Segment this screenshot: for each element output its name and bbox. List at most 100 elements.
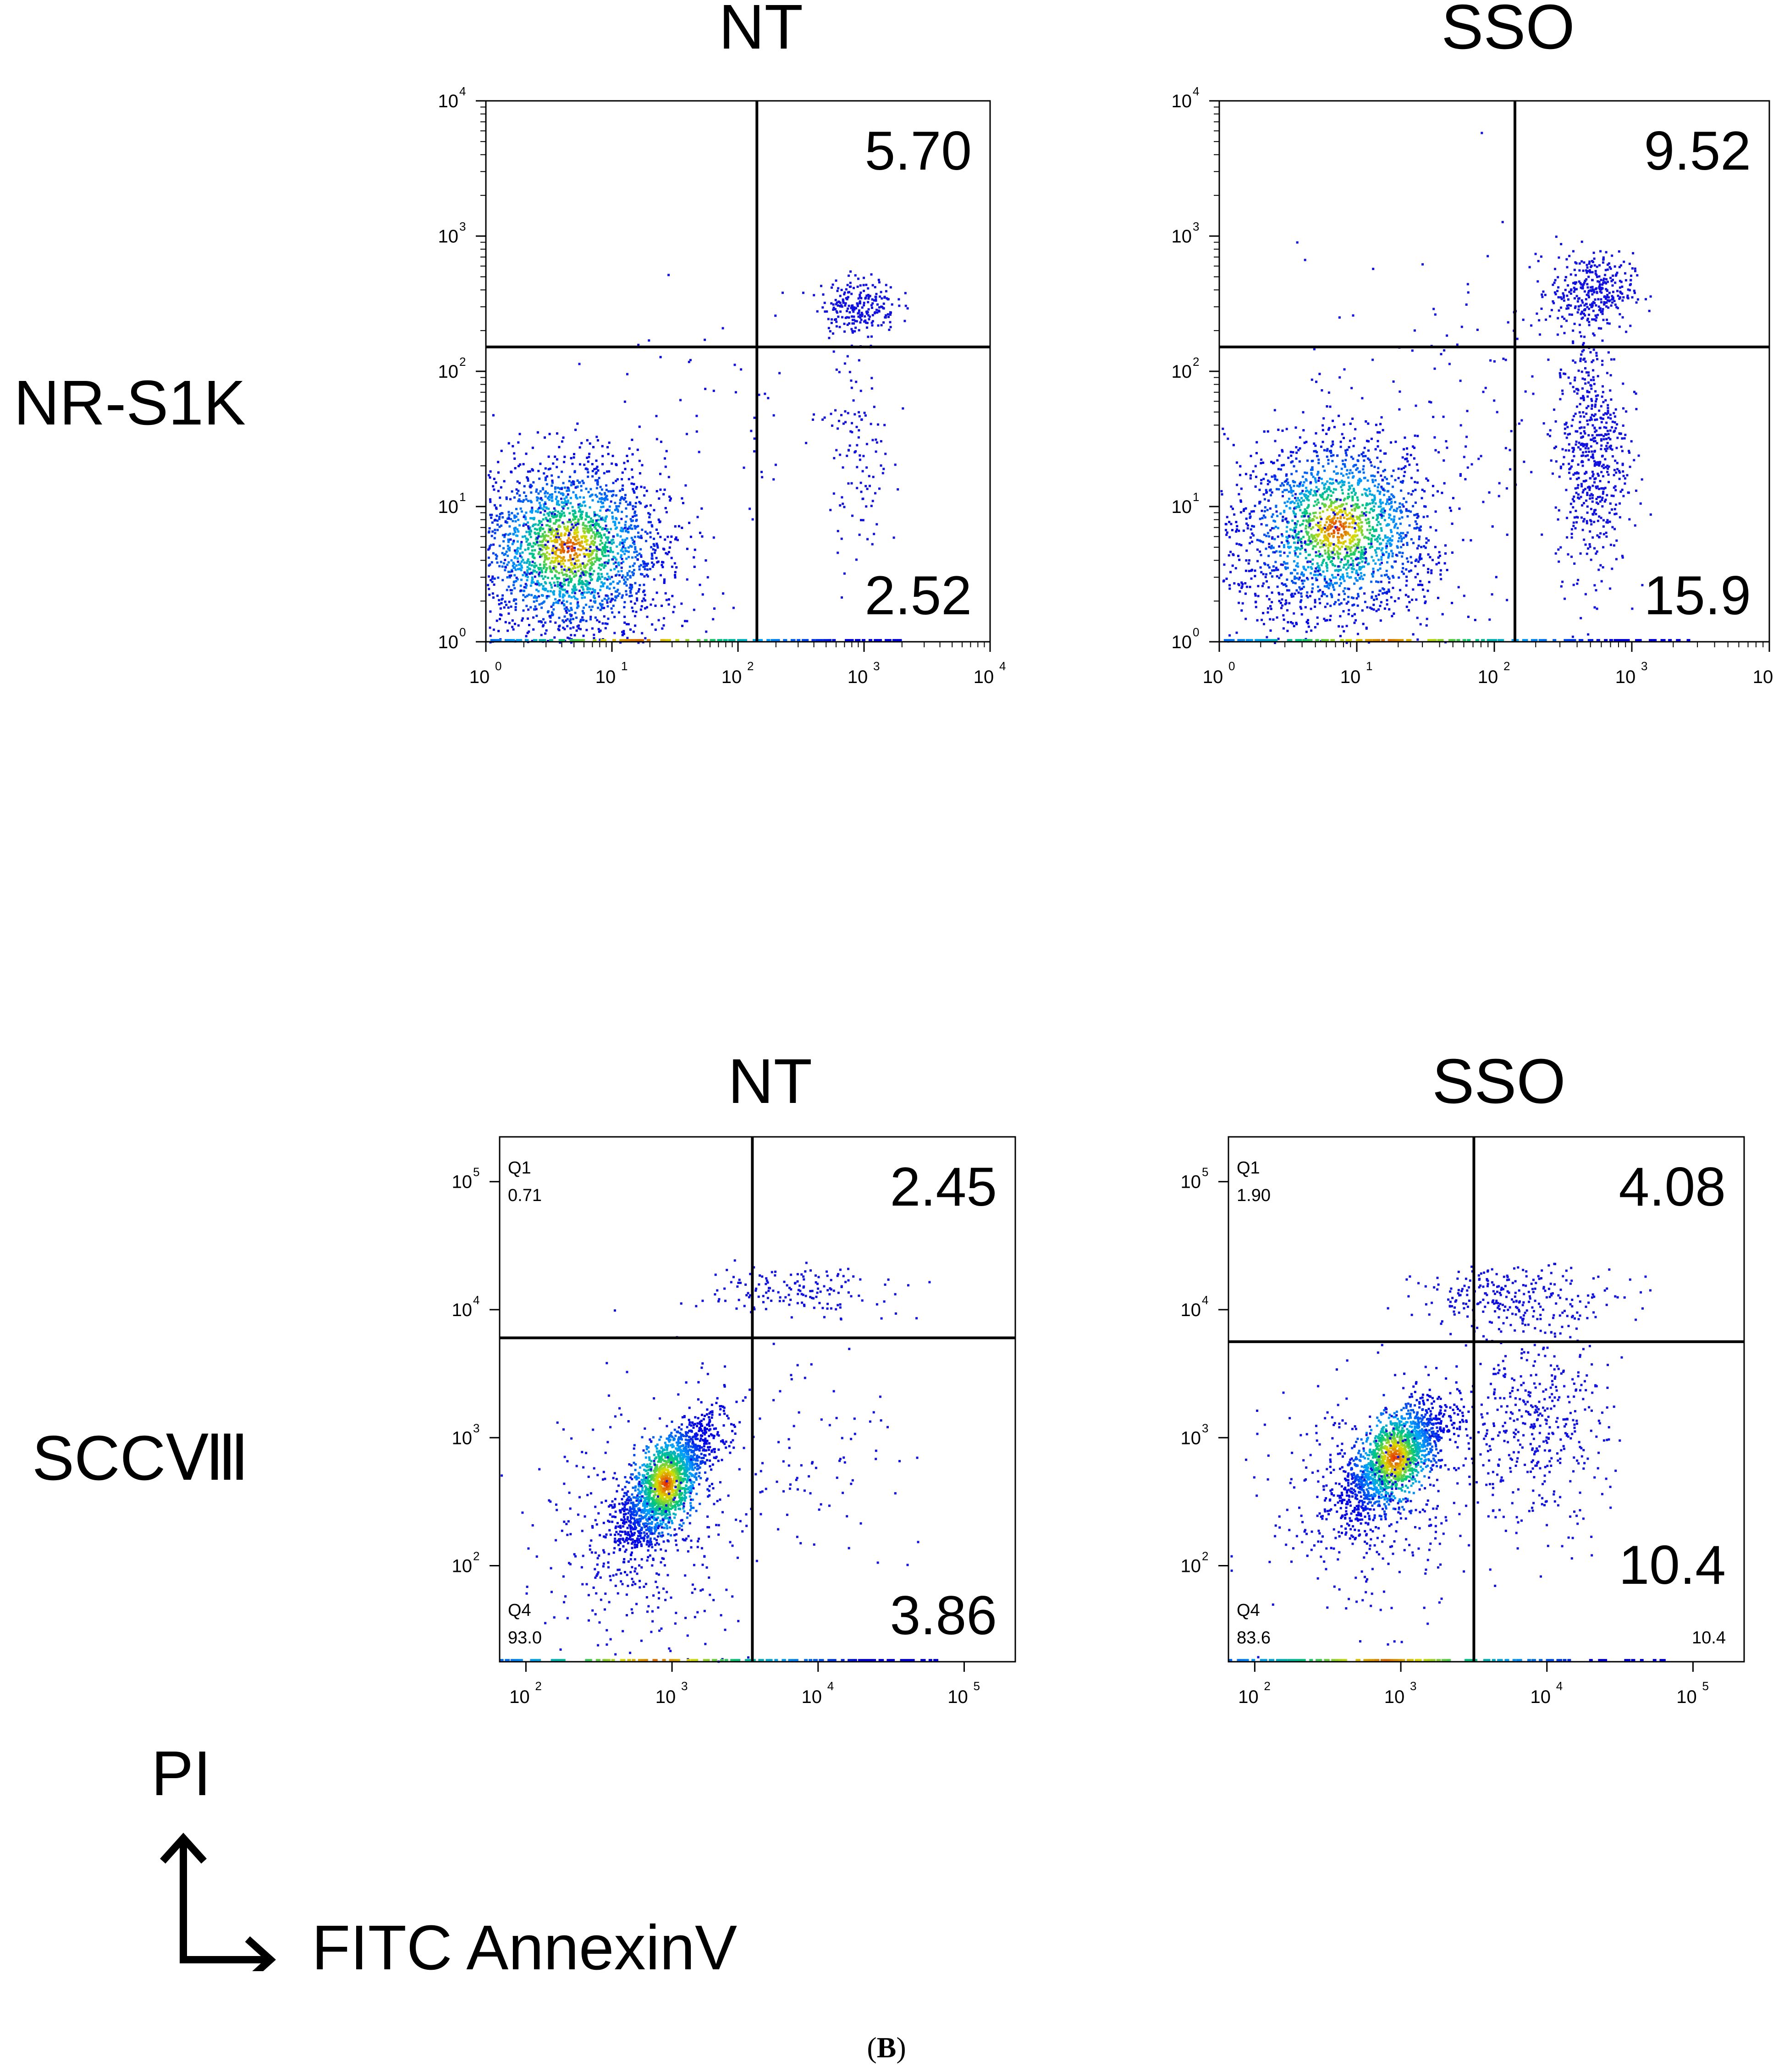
event-point — [554, 559, 557, 562]
event-point — [522, 524, 525, 527]
event-point — [662, 624, 665, 627]
event-point — [1437, 556, 1440, 559]
y-tick-label: 10 — [438, 226, 459, 247]
event-point — [875, 309, 878, 311]
event-point — [1380, 574, 1383, 577]
event-point — [525, 562, 528, 564]
event-point — [551, 611, 553, 614]
event-point — [1323, 484, 1326, 486]
event-point — [859, 300, 861, 303]
event-point — [591, 561, 594, 564]
event-point — [1380, 549, 1383, 551]
event-point — [495, 507, 498, 510]
event-point — [576, 422, 579, 425]
event-point — [1351, 562, 1354, 565]
event-point — [1330, 455, 1333, 457]
event-point — [643, 494, 646, 497]
event-point — [1374, 479, 1377, 482]
event-point — [1399, 532, 1402, 535]
event-point — [566, 618, 569, 621]
event-point — [1386, 592, 1388, 595]
event-point — [877, 279, 880, 281]
event-point — [542, 508, 545, 511]
edge-event-point — [887, 639, 892, 641]
event-point — [1413, 527, 1416, 529]
event-point — [580, 568, 583, 570]
event-point — [532, 569, 535, 572]
event-point — [1327, 486, 1330, 489]
event-point — [878, 487, 881, 490]
event-point — [589, 579, 592, 581]
event-point — [1260, 554, 1262, 557]
event-point — [1274, 561, 1277, 563]
event-point — [596, 578, 599, 580]
event-point — [588, 556, 590, 558]
event-point — [640, 485, 643, 488]
event-point — [573, 538, 576, 541]
event-point — [1345, 641, 1348, 644]
event-point — [602, 497, 605, 500]
event-point — [1322, 498, 1325, 501]
event-point — [583, 564, 585, 567]
event-point — [833, 457, 836, 459]
event-point — [1422, 588, 1424, 591]
event-point — [632, 488, 634, 490]
event-point — [864, 321, 867, 324]
event-point — [1340, 485, 1343, 488]
event-point — [677, 539, 679, 541]
event-point — [558, 556, 561, 558]
event-point — [1344, 459, 1347, 462]
event-point — [606, 498, 609, 501]
event-point — [579, 574, 582, 577]
event-point — [561, 501, 563, 504]
event-point — [588, 456, 590, 458]
event-point — [596, 549, 599, 551]
event-point — [1407, 609, 1410, 612]
event-point — [862, 497, 864, 500]
event-point — [1351, 553, 1354, 556]
event-point — [686, 578, 688, 581]
event-point — [1383, 476, 1386, 479]
x-tick-label: 10 — [974, 667, 994, 687]
event-point — [504, 566, 507, 569]
event-point — [1318, 598, 1321, 601]
event-point — [529, 561, 531, 563]
event-point — [1250, 568, 1253, 571]
event-point — [589, 569, 591, 572]
event-point — [1355, 529, 1357, 532]
event-point — [1343, 579, 1346, 582]
event-point — [596, 514, 599, 516]
event-point — [601, 463, 604, 466]
event-point — [602, 501, 605, 504]
event-point — [1371, 573, 1373, 575]
event-point — [501, 579, 504, 581]
event-point — [1282, 484, 1285, 487]
event-point — [591, 606, 594, 608]
event-point — [540, 544, 542, 546]
event-point — [1335, 473, 1338, 475]
event-point — [537, 524, 540, 526]
event-point — [1379, 490, 1382, 493]
event-point — [1225, 578, 1228, 580]
event-point — [1391, 535, 1394, 538]
event-point — [623, 606, 626, 609]
edge-event-point — [660, 639, 664, 641]
event-point — [648, 339, 650, 342]
event-point — [686, 547, 688, 550]
event-point — [584, 524, 586, 527]
event-point — [544, 553, 546, 556]
event-point — [1262, 573, 1265, 575]
event-point — [848, 304, 850, 307]
event-point — [1345, 602, 1348, 605]
event-point — [496, 619, 498, 622]
event-point — [1413, 514, 1416, 517]
event-point — [1624, 279, 1627, 281]
event-point — [602, 518, 605, 521]
event-point — [513, 514, 516, 517]
event-point — [1299, 436, 1301, 439]
event-point — [493, 488, 496, 491]
event-point — [512, 520, 514, 523]
event-point — [570, 596, 573, 599]
event-point — [587, 583, 590, 586]
event-point — [1299, 509, 1302, 512]
